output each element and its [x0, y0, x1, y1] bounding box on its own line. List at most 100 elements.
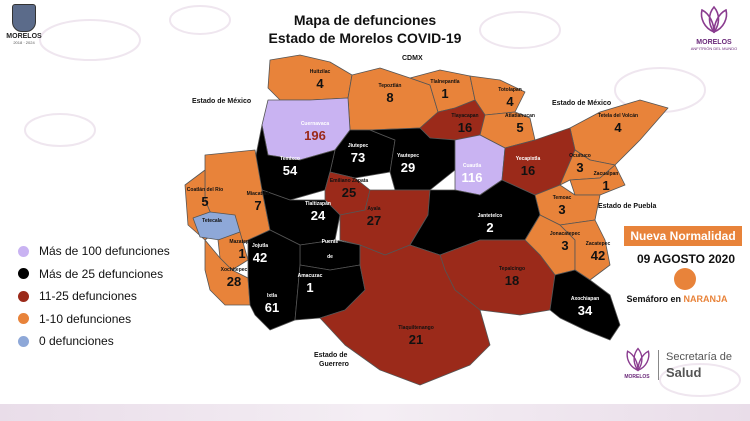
logo-left-years: 2018 · 2024: [13, 40, 35, 45]
bottom-band: [0, 404, 750, 421]
legend-item: 1-10 defunciones: [18, 308, 170, 331]
municipality-name: Ayala: [367, 206, 381, 212]
municipality-name: Ixtla: [266, 293, 277, 299]
legend-item: 0 defunciones: [18, 330, 170, 353]
municipality-count: 16: [457, 120, 473, 135]
municipality-name: Amacuzac: [297, 273, 323, 279]
logo-left-name: MORELOS: [6, 33, 42, 40]
semaforo-dot: [674, 268, 696, 290]
region-tlaquiltenango[interactable]: [319, 244, 491, 386]
municipality-label: Yecapixtla 16: [498, 157, 558, 178]
municipality-label: Cuautla 116: [442, 163, 502, 185]
municipality-label: Tlaquiltenango 21: [386, 325, 446, 347]
municipality-name: Yautepec: [397, 153, 419, 159]
municipality-count: 42: [590, 248, 606, 263]
municipality-name: Tetela del Volcán: [597, 113, 639, 119]
legend-label: 1-10 defunciones: [39, 311, 132, 326]
municipality-name: Tlaquiltenango: [398, 325, 434, 331]
municipality-count: 21: [408, 332, 424, 347]
municipality-count: 3: [561, 238, 569, 253]
municipality-count: 3: [558, 202, 566, 217]
municipality-count: 7: [254, 198, 262, 213]
title-line-1: Mapa de defunciones: [293, 12, 437, 28]
municipality-count: 29: [400, 160, 416, 175]
municipality-label: Totolapan 4: [480, 87, 540, 109]
municipality-name: Xochitepec: [220, 267, 248, 273]
municipality-name-de: de: [327, 254, 333, 260]
municipality-label: Amacuzac 1: [280, 273, 340, 295]
municipality-name: Cuautla: [462, 163, 482, 169]
legend-swatch: [18, 268, 29, 280]
municipality-count: 2: [486, 220, 494, 235]
municipality-count: 4: [506, 94, 514, 109]
report-date: 09 AGOSTO 2020: [636, 252, 736, 266]
semaforo-color: NARANJA: [683, 294, 728, 304]
municipality-name: Jojutla: [251, 243, 269, 249]
municipality-count: 196: [304, 128, 326, 143]
municipality-count: 27: [366, 213, 382, 228]
municipality-label: Tlaltizapán 24: [288, 202, 348, 223]
map-title: Mapa de defunciones Estado de Morelos CO…: [245, 11, 485, 47]
municipality-label: Miacatlán 7: [228, 191, 288, 213]
municipality-label: Temoac 3: [532, 196, 592, 217]
municipality-label: Yautepec 29: [378, 153, 438, 175]
municipality-name: Cuernavaca: [300, 121, 330, 127]
legend-label: 0 defunciones: [39, 334, 114, 349]
municipality-name: Totolapan: [498, 87, 522, 93]
legend-item: Más de 100 defunciones: [18, 240, 170, 263]
secretaria-salud-logo: MORELOS Secretaría de Salud: [618, 346, 744, 384]
municipality-count: 116: [461, 170, 483, 185]
municipality-count: 1: [602, 178, 610, 193]
region-axochiapan[interactable]: [549, 269, 621, 341]
legend-label: Más de 25 defunciones: [39, 266, 164, 281]
municipality-name: Jiutepec: [347, 143, 369, 149]
municipality-label: Temixco 54: [260, 156, 320, 178]
salud-line-1: Secretaría de: [666, 351, 733, 363]
municipality-name: Mazatepec: [229, 239, 255, 245]
municipality-label: Tlalnepantla 1: [415, 80, 475, 101]
municipality-label: Jiutepec 73: [328, 143, 388, 165]
semaforo-text: Semáforo en NARANJA: [604, 294, 750, 304]
region-yautepec[interactable]: [369, 127, 456, 191]
municipality-label: Axochiapan 34: [555, 296, 615, 318]
salud-mini-name: MORELOS: [624, 374, 650, 380]
municipality-name: Emiliano Zapata: [329, 178, 369, 184]
flower-icon: [626, 347, 650, 372]
municipality-count: 42: [252, 250, 268, 265]
municipality-count: 4: [614, 120, 622, 135]
municipality-name: Miacatlán: [246, 191, 270, 197]
municipality-count: 34: [577, 303, 593, 318]
title-line-2: Estado de Morelos COVID-19: [268, 30, 462, 46]
legend-swatch: [18, 335, 29, 347]
neighbor-puebla: Estado de Puebla: [598, 203, 657, 210]
municipality-label: Jojutla 42: [230, 243, 290, 265]
municipality-count: 5: [516, 120, 524, 135]
municipality-label: Ayala 27: [344, 206, 404, 228]
region-puente-de-ixtla[interactable]: [247, 229, 301, 331]
region-mazatepec[interactable]: [217, 231, 249, 271]
municipality-count: 28: [226, 274, 242, 289]
municipality-name: Jonacatepec: [549, 231, 581, 237]
municipality-label: Huitzilac 4: [290, 69, 350, 91]
morelos-logo-left: MORELOS 2018 · 2024: [4, 4, 44, 45]
neighbor-guerrero-1: Estado de: [314, 352, 348, 359]
legend-swatch: [18, 313, 29, 325]
municipality-count: 8: [386, 90, 394, 105]
municipality-label: Ixtla 61: [242, 293, 302, 315]
municipality-count: 4: [316, 76, 324, 91]
municipality-count: 54: [282, 163, 298, 178]
municipality-count: 5: [201, 194, 209, 209]
municipality-name: Huitzilac: [309, 69, 331, 75]
municipality-name: Temixco: [280, 156, 300, 162]
municipality-label: Tetecala: [182, 219, 242, 224]
legend-item: Más de 25 defunciones: [18, 263, 170, 286]
municipality-label: Puente de: [300, 240, 360, 260]
logo-right-name: MORELOS: [696, 39, 732, 46]
municipality-label: Zacatepec 42: [568, 242, 628, 263]
municipality-name: Axochiapan: [570, 296, 600, 302]
region-jonacatepec[interactable]: [559, 219, 611, 281]
legend-item: 11-25 defunciones: [18, 285, 170, 308]
municipality-label: Jonacatepec 3: [535, 231, 595, 253]
municipality-count: 1: [441, 86, 449, 101]
municipality-label: Ocuituco 3: [550, 154, 610, 175]
